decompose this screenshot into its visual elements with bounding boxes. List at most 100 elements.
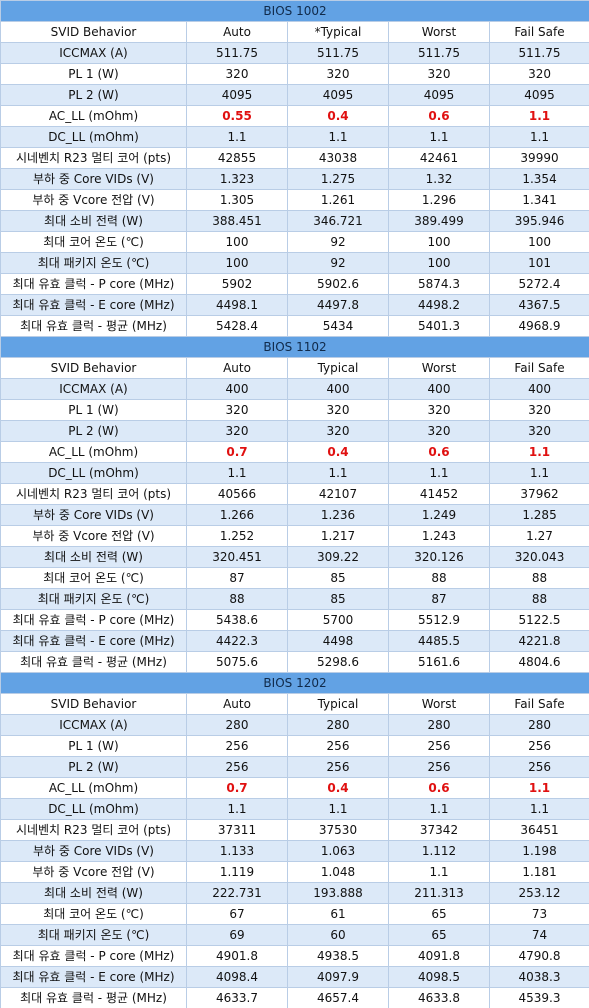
section: BIOS 1002 SVID Behavior Auto *Typical Worst F… (0, 0, 589, 337)
row-label: PL 1 (W) (0, 399, 187, 421)
value-cell: 4485.5 (388, 630, 490, 652)
value-cell: 320.451 (186, 546, 288, 568)
value-cell: 5512.9 (388, 609, 490, 631)
value-cell: 4095 (488, 84, 589, 106)
data-row: PL 1 (W) 320 320 320 320 (0, 63, 589, 85)
value-cell: 0.7 (186, 777, 288, 799)
data-row: AC_LL (mOhm) 0.55 0.4 0.6 1.1 (0, 105, 589, 127)
row-label: DC_LL (mOhm) (0, 798, 187, 820)
value-cell: 0.4 (287, 105, 389, 127)
header-row: SVID Behavior Auto Typical Worst Fail Safe (0, 357, 589, 379)
value-cell: 4539.3 (488, 987, 589, 1008)
value-cell: 395.946 (488, 210, 589, 232)
value-cell: 388.451 (186, 210, 288, 232)
value-cell: 1.198 (488, 840, 589, 862)
value-cell: 1.243 (388, 525, 490, 547)
value-cell: 5902 (186, 273, 288, 295)
row-label: 부하 중 Vcore 전압 (V) (0, 189, 187, 211)
value-cell: 5902.6 (287, 273, 389, 295)
value-cell: 320 (186, 399, 288, 421)
value-cell: 65 (388, 903, 490, 925)
value-cell: 4422.3 (186, 630, 288, 652)
value-cell: 1.063 (287, 840, 389, 862)
value-cell: 4804.6 (488, 651, 589, 673)
value-cell: 65 (388, 924, 490, 946)
value-cell: 101 (488, 252, 589, 274)
value-cell: 400 (488, 378, 589, 400)
value-cell: 42461 (388, 147, 490, 169)
value-cell: 1.1 (488, 126, 589, 148)
value-cell: 88 (388, 567, 490, 589)
value-cell: 0.4 (287, 777, 389, 799)
data-row: PL 1 (W) 256 256 256 256 (0, 735, 589, 757)
section: BIOS 1202 SVID Behavior Auto Typical Worst Fa… (0, 672, 589, 1008)
data-row: 최대 패키지 온도 (℃) 88 85 87 88 (0, 588, 589, 610)
value-cell: 256 (488, 756, 589, 778)
value-cell: 43038 (287, 147, 389, 169)
row-label: DC_LL (mOhm) (0, 462, 187, 484)
row-label: 최대 코어 온도 (℃) (0, 567, 187, 589)
row-label: 시네벤치 R23 멀티 코어 (pts) (0, 819, 187, 841)
value-cell: 4095 (287, 84, 389, 106)
row-label: 시네벤치 R23 멀티 코어 (pts) (0, 483, 187, 505)
value-cell: 1.1 (388, 126, 490, 148)
value-cell: 1.354 (488, 168, 589, 190)
data-row: 최대 패키지 온도 (℃) 100 92 100 101 (0, 252, 589, 274)
data-row: 부하 중 Core VIDs (V) 1.133 1.063 1.112 1.198 (0, 840, 589, 862)
value-cell: 511.75 (186, 42, 288, 64)
value-cell: 256 (186, 735, 288, 757)
row-label: 최대 패키지 온도 (℃) (0, 252, 187, 274)
value-cell: 87 (186, 567, 288, 589)
value-cell: 5438.6 (186, 609, 288, 631)
value-cell: 100 (388, 252, 490, 274)
value-cell: 1.341 (488, 189, 589, 211)
header-cell: Typical (287, 357, 389, 379)
header-cell: Fail Safe (488, 21, 589, 43)
value-cell: 36451 (488, 819, 589, 841)
value-cell: 4097.9 (287, 966, 389, 988)
value-cell: 1.1 (488, 441, 589, 463)
value-cell: 4968.9 (488, 315, 589, 337)
data-row: 최대 소비 전력 (W) 222.731 193.888 211.313 253.12 (0, 882, 589, 904)
value-cell: 1.133 (186, 840, 288, 862)
value-cell: 1.1 (186, 798, 288, 820)
value-cell: 1.1 (488, 777, 589, 799)
data-row: 최대 소비 전력 (W) 320.451 309.22 320.126 320.043 (0, 546, 589, 568)
value-cell: 1.1 (388, 861, 490, 883)
value-cell: 4938.5 (287, 945, 389, 967)
row-label: ICCMAX (A) (0, 714, 187, 736)
value-cell: 1.323 (186, 168, 288, 190)
value-cell: 320 (488, 399, 589, 421)
value-cell: 92 (287, 231, 389, 253)
row-label: AC_LL (mOhm) (0, 105, 187, 127)
row-label: AC_LL (mOhm) (0, 441, 187, 463)
data-row: 최대 코어 온도 (℃) 67 61 65 73 (0, 903, 589, 925)
data-row: 최대 코어 온도 (℃) 87 85 88 88 (0, 567, 589, 589)
header-cell: Fail Safe (488, 357, 589, 379)
data-row: DC_LL (mOhm) 1.1 1.1 1.1 1.1 (0, 126, 589, 148)
value-cell: 5700 (287, 609, 389, 631)
row-label: PL 1 (W) (0, 63, 187, 85)
value-cell: 5428.4 (186, 315, 288, 337)
header-cell: Typical (287, 693, 389, 715)
value-cell: 4498.2 (388, 294, 490, 316)
title-row: BIOS 1002 (0, 0, 589, 22)
data-row: ICCMAX (A) 400 400 400 400 (0, 378, 589, 400)
value-cell: 1.266 (186, 504, 288, 526)
value-cell: 37311 (186, 819, 288, 841)
value-cell: 1.048 (287, 861, 389, 883)
data-row: PL 2 (W) 256 256 256 256 (0, 756, 589, 778)
data-row: 최대 유효 클럭 - E core (MHz) 4422.3 4498 4485.5 4… (0, 630, 589, 652)
header-cell: Auto (186, 693, 288, 715)
value-cell: 5298.6 (287, 651, 389, 673)
row-label: 최대 유효 클럭 - 평균 (MHz) (0, 315, 187, 337)
value-cell: 5434 (287, 315, 389, 337)
value-cell: 88 (488, 567, 589, 589)
row-label: 최대 유효 클럭 - P core (MHz) (0, 609, 187, 631)
value-cell: 85 (287, 588, 389, 610)
value-cell: 42107 (287, 483, 389, 505)
data-row: 최대 유효 클럭 - E core (MHz) 4498.1 4497.8 4498.… (0, 294, 589, 316)
value-cell: 1.181 (488, 861, 589, 883)
data-row: 최대 유효 클럭 - E core (MHz) 4098.4 4097.9 4098.… (0, 966, 589, 988)
value-cell: 4497.8 (287, 294, 389, 316)
